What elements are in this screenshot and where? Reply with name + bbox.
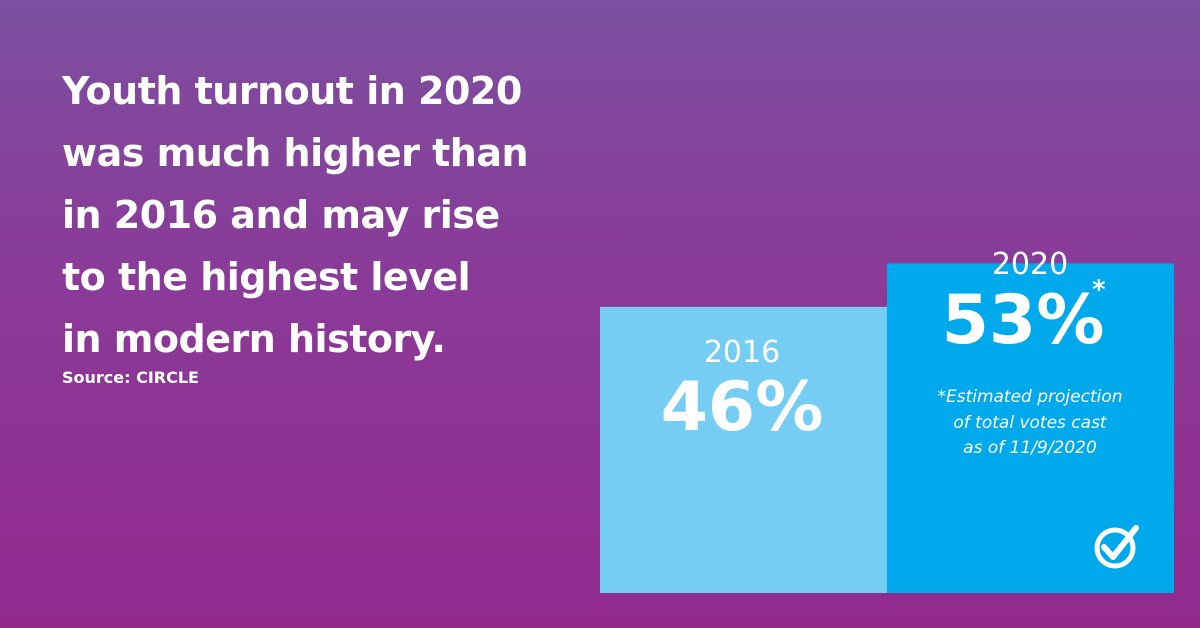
headline-line: in modern history. [62, 317, 446, 361]
check-circle-icon [1094, 525, 1139, 569]
headline-line: was much higher than [62, 131, 529, 175]
footnote-line: *Estimated projection [937, 387, 1122, 407]
bar-2020-asterisk: * [1092, 275, 1106, 305]
headline-line: Youth turnout in 2020 [62, 69, 522, 113]
bar-2016 [600, 306, 887, 593]
headline-line: to the highest level [62, 255, 471, 299]
source-credit: Source: CIRCLE [62, 368, 199, 387]
footnote-line: of total votes cast [953, 413, 1108, 433]
headline: Youth turnout in 2020 was much higher th… [62, 60, 582, 370]
bar-2016-year-label: 2016 [704, 335, 780, 370]
bar-2016-value-label: 46% [661, 368, 824, 447]
bar-2020-year-label: 2020 [992, 247, 1068, 282]
headline-line: in 2016 and may rise [62, 193, 500, 237]
bar-2020-value-label: 53% [942, 281, 1105, 360]
footnote-line: as of 11/9/2020 [963, 438, 1097, 458]
